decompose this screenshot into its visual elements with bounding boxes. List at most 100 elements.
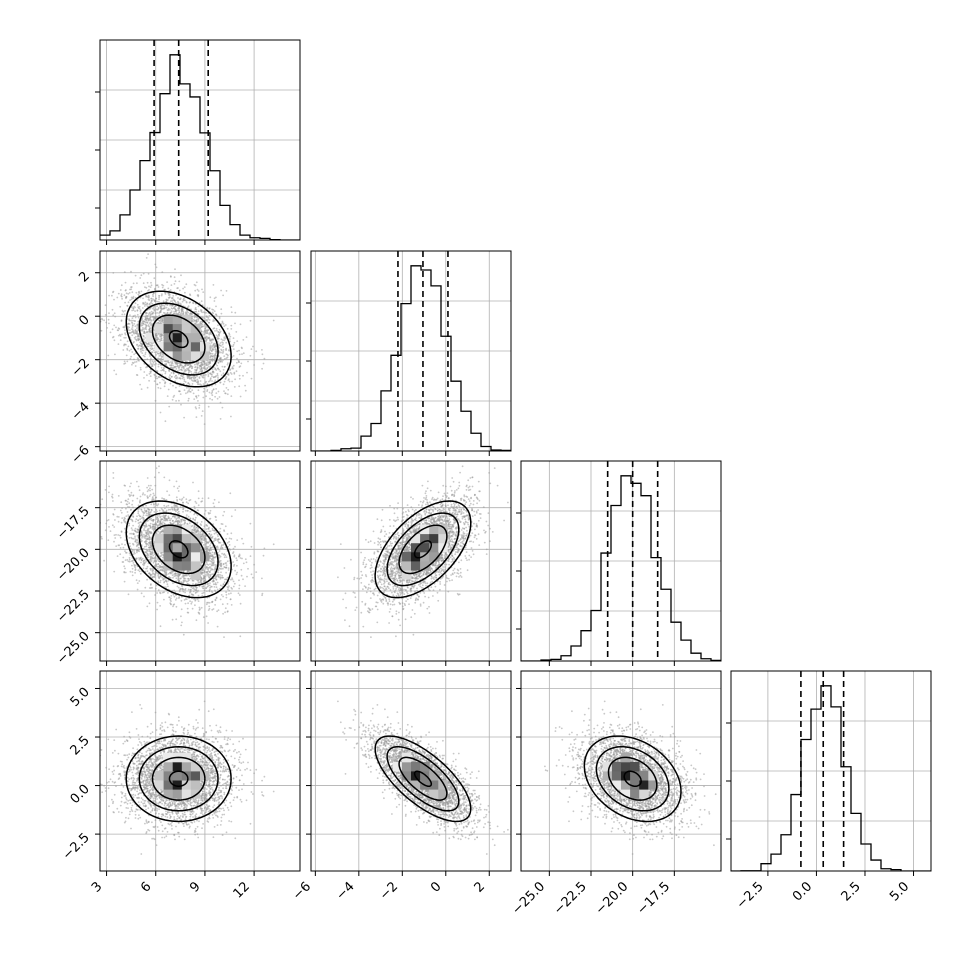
sample-point xyxy=(129,518,132,521)
sample-point xyxy=(196,312,199,315)
sample-point xyxy=(230,328,233,330)
sample-point xyxy=(157,375,160,378)
sample-point xyxy=(144,318,147,321)
sample-point xyxy=(229,340,232,343)
sample-point xyxy=(134,568,137,571)
sample-point xyxy=(197,600,200,602)
sample-point xyxy=(189,363,192,366)
sample-point xyxy=(175,400,178,402)
sample-point xyxy=(172,295,175,297)
sample-point xyxy=(159,305,162,308)
sample-point xyxy=(131,324,134,326)
sample-point xyxy=(218,316,221,318)
sample-point xyxy=(218,396,221,398)
sample-point xyxy=(136,325,139,327)
sample-point xyxy=(223,339,226,342)
sample-point xyxy=(166,490,169,493)
sample-point xyxy=(197,400,199,402)
sample-point xyxy=(159,321,162,323)
sample-point xyxy=(145,295,148,297)
sample-point xyxy=(228,349,230,351)
sample-point xyxy=(231,578,234,581)
sample-point xyxy=(212,312,215,315)
sample-point xyxy=(177,306,180,308)
sample-point xyxy=(202,317,205,319)
histogram-step-4 xyxy=(731,685,931,871)
sample-point xyxy=(135,330,138,332)
sample-point xyxy=(202,396,205,399)
sample-point xyxy=(149,489,152,492)
sample-point xyxy=(150,313,153,315)
sample-point xyxy=(239,635,242,638)
sample-point xyxy=(140,350,142,353)
sample-point xyxy=(202,383,205,385)
sample-point xyxy=(133,358,135,361)
sample-point xyxy=(234,322,236,325)
sample-point xyxy=(160,360,162,363)
sample-point xyxy=(227,388,230,391)
sample-point xyxy=(197,310,200,313)
sample-point xyxy=(150,346,153,348)
sample-point xyxy=(212,348,215,351)
sample-point xyxy=(115,326,117,329)
sample-point xyxy=(159,387,162,390)
sample-point xyxy=(205,603,208,606)
sample-point xyxy=(220,374,223,376)
sample-point xyxy=(160,339,163,342)
sample-point xyxy=(151,312,154,315)
sample-point xyxy=(225,375,228,378)
sample-point xyxy=(236,564,238,567)
sample-point xyxy=(220,594,223,596)
sample-point xyxy=(156,601,159,604)
sample-point xyxy=(173,485,176,488)
sample-point xyxy=(172,582,174,585)
sample-point xyxy=(205,337,208,340)
sample-point xyxy=(119,553,122,556)
sample-point xyxy=(146,490,149,493)
sample-point xyxy=(119,339,122,341)
sample-point xyxy=(154,312,157,315)
sample-point xyxy=(244,384,247,387)
sample-point xyxy=(187,399,190,402)
sample-point xyxy=(221,343,224,346)
contour-level-1 xyxy=(168,329,189,349)
sample-point xyxy=(191,379,193,382)
sample-point xyxy=(168,294,171,296)
sample-point xyxy=(169,599,172,601)
sample-point xyxy=(225,353,228,355)
sample-point xyxy=(134,274,137,277)
sample-point xyxy=(158,301,160,303)
sample-point xyxy=(131,326,134,328)
sample-point xyxy=(219,584,222,587)
density-cell xyxy=(154,323,164,334)
sample-point xyxy=(196,378,199,381)
sample-point xyxy=(149,347,152,350)
sample-point xyxy=(215,327,218,330)
sample-point xyxy=(167,287,170,290)
sample-point xyxy=(214,395,217,398)
sample-point xyxy=(201,325,204,328)
sample-point xyxy=(212,558,215,560)
sample-point xyxy=(146,303,149,305)
density-cell xyxy=(163,323,174,334)
sample-point xyxy=(221,365,224,368)
sample-point xyxy=(195,310,198,313)
sample-point xyxy=(185,312,187,315)
sample-point xyxy=(198,404,201,407)
sample-point xyxy=(242,352,245,355)
sample-point xyxy=(171,571,174,574)
sample-point xyxy=(141,346,144,348)
sample-point xyxy=(164,382,166,385)
sample-point xyxy=(221,552,224,555)
sample-point xyxy=(200,322,203,325)
sample-point xyxy=(144,529,147,532)
sample-point xyxy=(143,377,145,379)
sample-point xyxy=(215,369,218,371)
sample-point xyxy=(218,368,220,371)
sample-point xyxy=(128,323,131,325)
sample-point xyxy=(153,374,156,377)
sample-point xyxy=(170,284,173,286)
sample-point xyxy=(134,302,137,305)
sample-point xyxy=(127,329,130,331)
